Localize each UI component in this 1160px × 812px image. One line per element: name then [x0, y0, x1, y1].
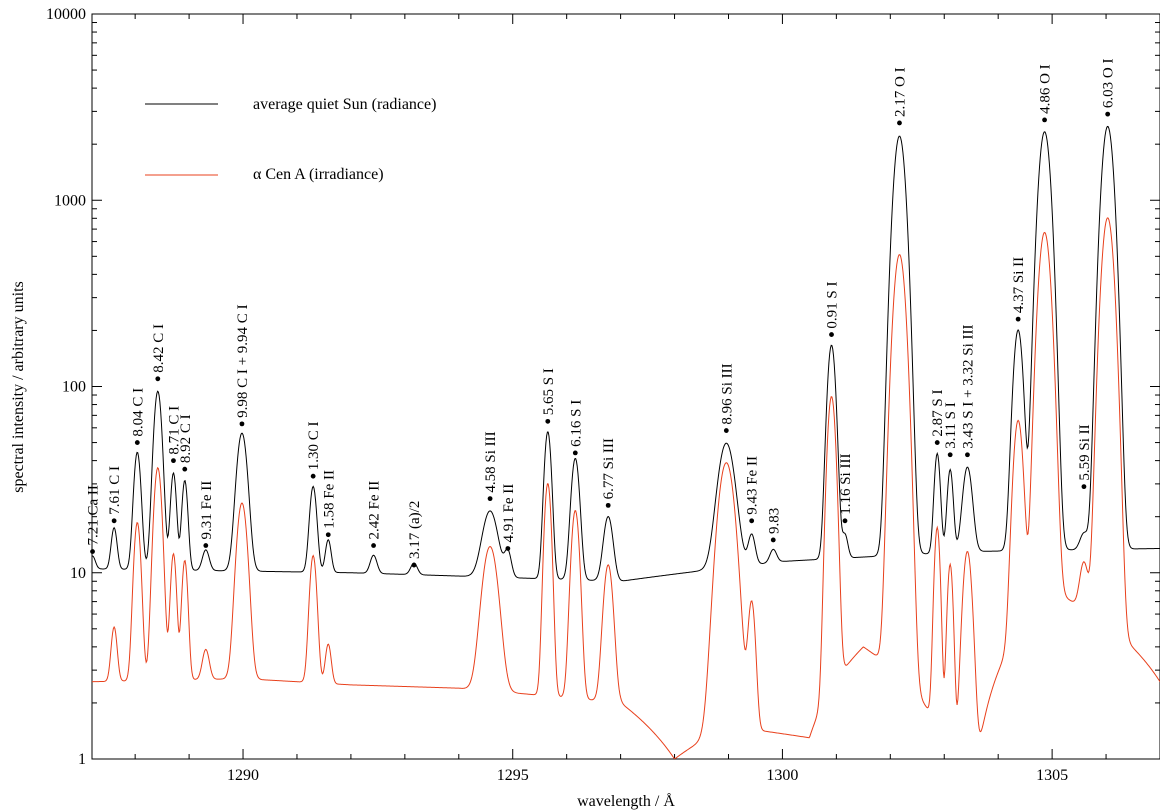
x-axis-label: wavelength / Å [577, 792, 675, 810]
annotation-label: 0.91 S I [825, 282, 841, 329]
axis-ticks [92, 14, 1160, 760]
annotation-label: 4.58 Si III [483, 431, 499, 492]
annotation-label: 3.43 S I + 3.32 Si III [960, 325, 976, 449]
annotation-label: 4.37 Si II [1011, 257, 1027, 313]
annotation-dot [505, 546, 511, 551]
x-tick-label: 1305 [1036, 767, 1068, 784]
legend: average quiet Sun (radiance) α Cen A (ir… [145, 96, 436, 183]
y-tick-label: 1 [78, 751, 86, 768]
annotation-dot [897, 120, 902, 126]
annotation-dot [134, 440, 140, 445]
annotation-dot [310, 473, 316, 479]
annotation-dot [487, 496, 493, 502]
plot-frame [91, 13, 1160, 760]
annotation-label: 1.30 C I [306, 421, 322, 470]
annotation-dot [545, 418, 551, 424]
x-tick-label: 1290 [227, 767, 259, 784]
legend-label-quiet-sun: average quiet Sun (radiance) [253, 96, 436, 113]
y-tick-label: 100 [62, 379, 86, 396]
annotation-dot [605, 502, 611, 508]
annotation-dot [934, 440, 940, 445]
annotation-label: 7.21 Ca II [86, 485, 102, 545]
annotation-dot [182, 466, 188, 472]
annotation-label: 1.16 Si III [838, 454, 854, 515]
annotation-dot [171, 458, 176, 464]
series-layer [92, 125, 1160, 759]
annotation-label: 8.96 Si III [719, 363, 735, 424]
annotation-dot [749, 518, 755, 524]
annotation-dot [1081, 484, 1087, 490]
annotation-dot [829, 332, 834, 337]
annotation-dot [1042, 117, 1047, 123]
annotation-dot [371, 543, 376, 548]
annotation-label: 9.98 C I + 9.94 C I [235, 304, 251, 417]
annotation-dot [770, 537, 776, 543]
annotation-label: 8.71 C I [166, 406, 182, 455]
annotation-dot [111, 518, 117, 524]
annotation-label: 3.11 S I [943, 402, 959, 449]
annotation-label: 3.17 (a)/2 [407, 501, 423, 559]
annotation-label: 6.03 O I [1101, 59, 1117, 109]
annotation-label: 5.59 Si II [1077, 424, 1093, 480]
annotation-label: 4.91 Fe II [501, 484, 517, 543]
annotation-label: 6.77 Si III [601, 438, 617, 499]
annotation-label: 2.42 Fe II [367, 481, 383, 540]
annotation-dot [842, 518, 848, 524]
annotation-label: 8.92 C I [178, 414, 194, 463]
annotation-label: 9.43 Fe II [745, 456, 761, 515]
x-tick-label: 1300 [766, 767, 798, 784]
annotation-dot [1105, 111, 1111, 117]
legend-label-alpha-cen: α Cen A (irradiance) [253, 166, 384, 183]
y-tick-label: 10 [70, 565, 86, 582]
annotation-dot [572, 450, 578, 456]
y-tick-label: 1000 [54, 192, 86, 209]
annotation-label: 4.86 O I [1038, 64, 1054, 114]
annotation-label: 6.16 S I [568, 400, 584, 447]
annotation-dot [411, 562, 417, 568]
annotation-dot [155, 376, 161, 382]
annotation-label: 9.31 Fe II [199, 481, 215, 540]
annotation-dot [239, 421, 245, 427]
annotation-layer: 7.21 Ca II 7.61 C I 8.04 C I 8.42 C I 8.71 C… [86, 59, 1117, 568]
x-tick-label: 1295 [497, 767, 529, 784]
annotation-dot [90, 549, 95, 554]
y-axis-label: spectral intensity / arbitrary units [10, 281, 27, 493]
y-tick-label: 10000 [46, 6, 86, 23]
series-line-quiet-sun [92, 125, 1160, 582]
annotation-dot [203, 543, 209, 548]
annotation-label: 8.04 C I [130, 388, 146, 437]
annotation-label: 2.87 S I [930, 390, 946, 437]
annotation-dot [723, 428, 729, 433]
annotation-label: 8.42 C I [151, 324, 167, 373]
tick-labels: 1290 1295 1300 1305 1 10 100 1000 10000 [46, 6, 1068, 784]
annotation-label: 2.17 O I [893, 67, 909, 117]
annotation-label: 9.83 [766, 508, 782, 534]
annotation-dot [965, 452, 970, 458]
annotation-label: 7.61 C I [107, 466, 123, 515]
annotation-dot [325, 532, 331, 538]
annotation-label: 5.65 S I [541, 368, 557, 415]
annotation-label: 1.58 Fe II [321, 470, 337, 529]
annotation-dot [947, 452, 953, 458]
annotation-dot [1015, 316, 1021, 322]
series-line-alpha-cen [92, 217, 1160, 759]
